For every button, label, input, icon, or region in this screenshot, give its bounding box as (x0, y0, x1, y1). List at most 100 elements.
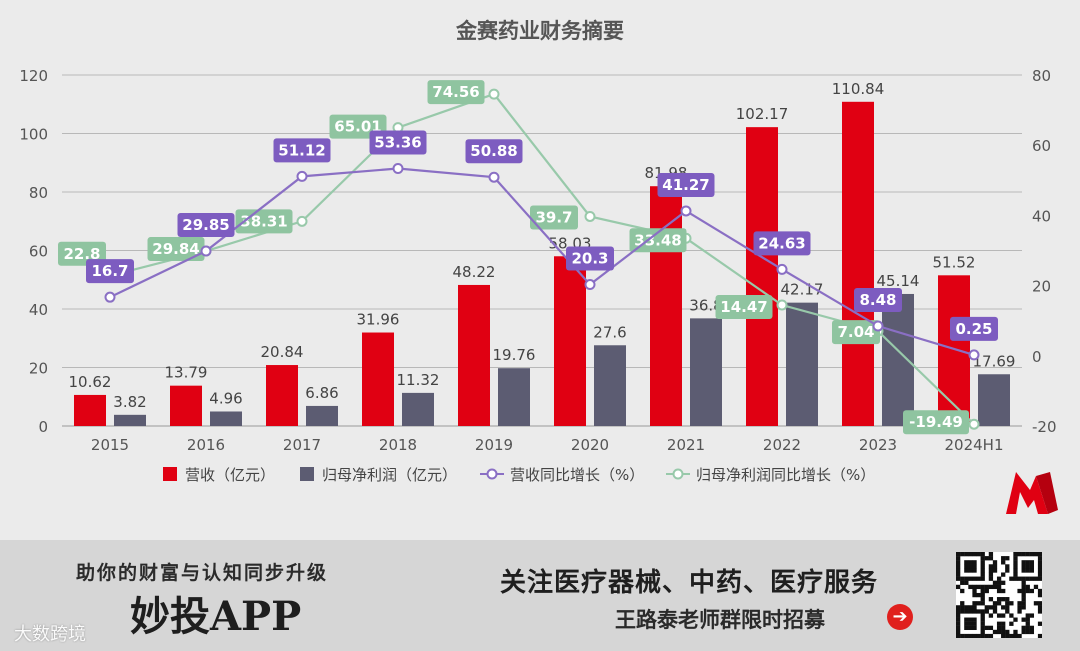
revenue-value-label: 10.62 (69, 373, 112, 391)
revenue-growth-marker (776, 263, 788, 275)
revenue-growth-label: 29.85 (182, 216, 229, 234)
legend-swatch-marker (672, 468, 684, 480)
revenue-growth-marker (968, 349, 980, 361)
revenue-growth-label-box (950, 316, 998, 341)
revenue-bar (938, 275, 970, 426)
revenue-growth-label-box (566, 246, 614, 271)
revenue-growth-label-box (657, 172, 715, 197)
watermark-text: 大数跨境 (14, 624, 86, 645)
profit-growth-label-box (715, 295, 773, 320)
revenue-growth-marker (392, 163, 404, 175)
revenue-bar (170, 385, 202, 426)
revenue-bar (362, 332, 394, 426)
profit-growth-label-box (629, 228, 687, 253)
revenue-growth-label: 8.48 (859, 291, 896, 309)
arrow-right-icon[interactable]: ➔ (887, 604, 913, 630)
legend-swatch (163, 467, 177, 481)
revenue-growth-marker (680, 205, 692, 217)
profit-growth-marker (488, 88, 500, 100)
banner-app-name[interactable]: 妙投APP (130, 593, 302, 640)
revenue-growth-label-box (86, 259, 134, 284)
y-left-tick-label: 40 (29, 301, 48, 319)
profit-value-label: 36.8 (689, 296, 722, 314)
profit-bar (306, 405, 338, 426)
x-tick-label: 2023 (859, 436, 897, 454)
revenue-growth-label: 50.88 (470, 142, 517, 160)
profit-growth-label: -19.49 (909, 413, 963, 431)
x-tick-label: 2015 (91, 436, 129, 454)
revenue-growth-label-box (465, 139, 523, 164)
revenue-growth-label-box (177, 213, 235, 238)
revenue-growth-marker (872, 320, 884, 332)
profit-growth-label-box (903, 410, 969, 435)
profit-value-label: 3.82 (113, 393, 146, 411)
y-left-tick-label: 60 (29, 243, 48, 261)
y-left-tick-label: 80 (29, 184, 48, 202)
profit-bar (498, 368, 530, 426)
revenue-growth-label: 20.3 (571, 250, 608, 268)
profit-value-label: 27.6 (593, 323, 626, 341)
revenue-value-label: 31.96 (357, 311, 400, 329)
y-left-tick-label: 100 (19, 126, 48, 144)
profit-value-label: 17.69 (973, 352, 1016, 370)
brand-logo-icon (1006, 472, 1058, 514)
y-right-tick-label: 60 (1032, 137, 1051, 155)
y-right-tick-label: 0 (1032, 348, 1042, 366)
profit-growth-label-box (832, 320, 880, 345)
profit-growth-marker (584, 210, 596, 222)
y-right-tick-label: 40 (1032, 207, 1051, 225)
x-tick-label: 2019 (475, 436, 513, 454)
revenue-growth-label-box (369, 130, 427, 155)
revenue-growth-label: 16.7 (91, 262, 128, 280)
profit-growth-label: 22.8 (63, 245, 100, 263)
banner-topics: 关注医疗器械、中药、医疗服务 (500, 568, 879, 598)
banner-slogan: 助你的财富与认知同步升级 (76, 562, 329, 584)
x-tick-label: 2018 (379, 436, 417, 454)
profit-growth-label-box (530, 205, 578, 230)
profit-growth-marker (776, 299, 788, 311)
revenue-growth-marker (296, 170, 308, 182)
profit-growth-label: 7.04 (837, 323, 874, 341)
profit-growth-label-box (235, 209, 293, 234)
x-tick-label: 2022 (763, 436, 801, 454)
revenue-value-label: 13.79 (165, 364, 208, 382)
revenue-growth-label: 0.25 (955, 320, 992, 338)
revenue-growth-marker (584, 279, 596, 291)
revenue-bar (458, 284, 490, 426)
revenue-bar (554, 256, 586, 426)
y-left-tick-label: 20 (29, 360, 48, 378)
profit-growth-label: 74.56 (432, 83, 479, 101)
revenue-growth-label-box (273, 138, 331, 163)
revenue-value-label: 102.17 (736, 105, 789, 123)
revenue-bar (842, 101, 874, 426)
x-tick-label: 2020 (571, 436, 609, 454)
profit-growth-label: 38.31 (240, 212, 287, 230)
profit-growth-label: 14.47 (720, 298, 767, 316)
ad-banner[interactable]: 助你的财富与认知同步升级 妙投APP 大数跨境 关注医疗器械、中药、医疗服务 王… (0, 540, 1080, 651)
legend-label: 归母净利润同比增长（%） (696, 466, 875, 484)
chart-area: 金赛药业财务摘要 0 20 40 60 80 100 120 -20 0 20 40 60 80 10.62… (19, 19, 1058, 514)
legend-label: 归母净利润（亿元） (322, 466, 457, 484)
profit-bar (978, 374, 1010, 426)
profit-growth-marker (296, 215, 308, 227)
qr-code-icon[interactable] (956, 552, 1042, 638)
profit-bar (402, 392, 434, 426)
profit-growth-label: 39.7 (535, 208, 572, 226)
revenue-value-label: 48.22 (453, 263, 496, 281)
profit-bar (786, 302, 818, 426)
profit-bar (690, 318, 722, 426)
x-tick-label: 2016 (187, 436, 225, 454)
revenue-growth-label: 24.63 (758, 234, 805, 252)
y-left-tick-label: 120 (19, 67, 48, 85)
revenue-growth-marker (200, 245, 212, 257)
profit-growth-marker (968, 418, 980, 430)
revenue-value-label: 20.84 (261, 343, 304, 361)
banner-recruit-text[interactable]: 王路泰老师群限时招募 (615, 608, 825, 632)
profit-bar (210, 411, 242, 426)
y-left-tick-label: 0 (38, 418, 48, 436)
revenue-growth-line (109, 167, 975, 356)
y-right-tick-label: 20 (1032, 278, 1051, 296)
revenue-growth-label-box (854, 288, 902, 313)
chart-svg: 金赛药业财务摘要 0 20 40 60 80 100 120 -20 0 20 40 60 80 10.62… (19, 19, 1058, 514)
revenue-bar (746, 127, 778, 427)
